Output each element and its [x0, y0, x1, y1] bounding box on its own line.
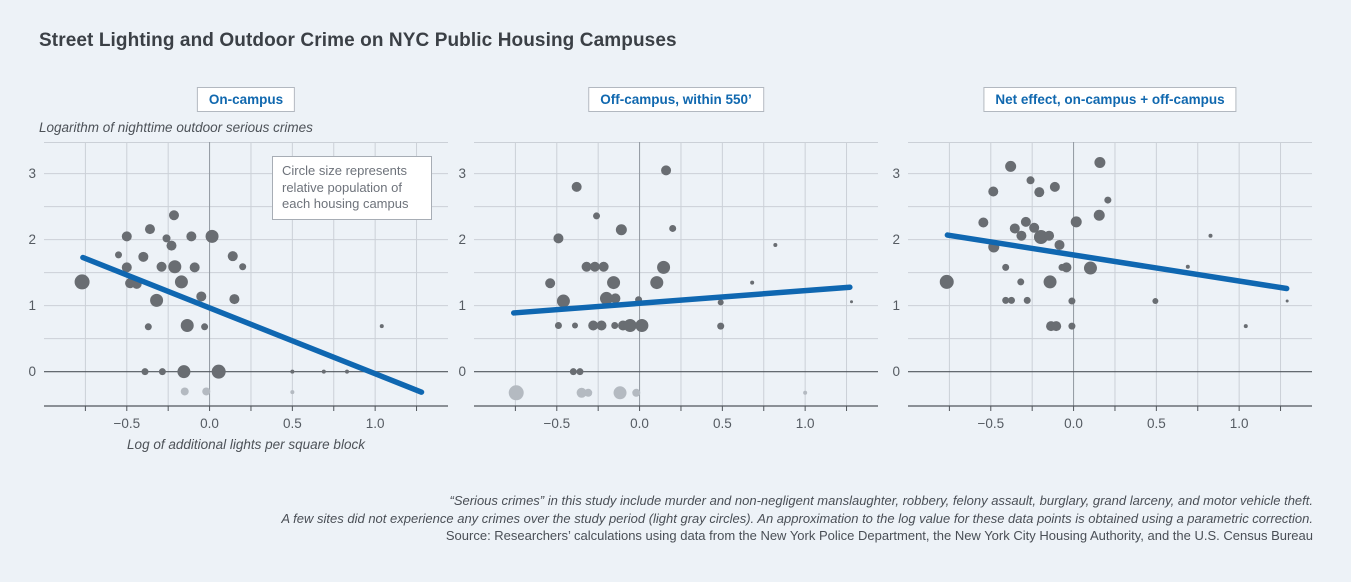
scatter-panel-off-campus: 0 1 2 3 −0.5 0.0 0.5 1.0 — [458, 142, 878, 431]
circle-size-legend: Circle size represents relative populati… — [272, 156, 432, 220]
svg-text:0.0: 0.0 — [1064, 416, 1083, 431]
svg-text:0: 0 — [458, 364, 466, 379]
svg-text:0: 0 — [892, 364, 900, 379]
svg-text:1.0: 1.0 — [366, 416, 385, 431]
svg-text:3: 3 — [28, 166, 36, 181]
footnotes: “Serious crimes” in this study include m… — [153, 492, 1313, 545]
panel-header-on-campus: On-campus — [196, 87, 296, 112]
svg-text:−0.5: −0.5 — [543, 416, 570, 431]
svg-text:0: 0 — [28, 364, 36, 379]
svg-text:2: 2 — [28, 232, 36, 247]
svg-text:−0.5: −0.5 — [977, 416, 1004, 431]
svg-text:1.0: 1.0 — [1230, 416, 1249, 431]
scatter-panel-on-campus: 0 1 2 3 −0.5 0.0 0.5 1.0 — [28, 142, 448, 431]
panel-header-off-campus: Off-campus, within 550’ — [588, 87, 764, 112]
svg-text:1: 1 — [28, 298, 36, 313]
svg-text:0.0: 0.0 — [630, 416, 649, 431]
panel-header-net-effect: Net effect, on-campus + off-campus — [983, 87, 1237, 112]
svg-text:0.0: 0.0 — [200, 416, 219, 431]
svg-text:1.0: 1.0 — [796, 416, 815, 431]
footnote-gray-circles: A few sites did not experience any crime… — [281, 510, 1313, 526]
svg-text:2: 2 — [892, 232, 900, 247]
svg-text:−0.5: −0.5 — [113, 416, 140, 431]
y-axis-caption: Logarithm of nighttime outdoor serious c… — [39, 120, 313, 135]
svg-text:1: 1 — [458, 298, 466, 313]
svg-text:2: 2 — [458, 232, 466, 247]
svg-text:1: 1 — [892, 298, 900, 313]
x-axis-caption: Log of additional lights per square bloc… — [127, 437, 365, 452]
footnote-source: Source: Researchers’ calculations using … — [445, 528, 1313, 543]
svg-text:3: 3 — [458, 166, 466, 181]
scatter-panel-net-effect: 0 1 2 3 −0.5 0.0 0.5 1.0 — [892, 142, 1312, 431]
footnote-definition: “Serious crimes” in this study include m… — [449, 493, 1314, 508]
svg-text:0.5: 0.5 — [1147, 416, 1166, 431]
svg-text:0.5: 0.5 — [283, 416, 302, 431]
figure-title: Street Lighting and Outdoor Crime on NYC… — [39, 30, 677, 51]
svg-text:0.5: 0.5 — [713, 416, 732, 431]
svg-text:3: 3 — [892, 166, 900, 181]
